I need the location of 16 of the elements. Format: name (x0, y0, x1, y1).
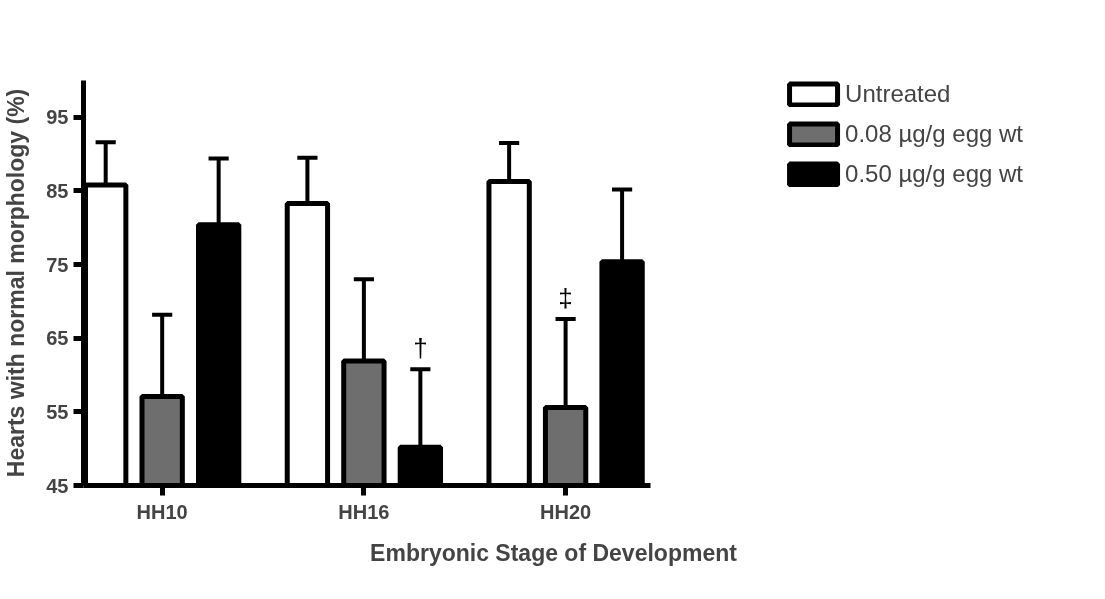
annotation: ‡ (558, 283, 573, 314)
x-axis-title: Embryonic Stage of Development (370, 539, 738, 566)
y-axis-title: Hearts with normal morphology (%) (3, 88, 30, 478)
y-tick-label: 85 (46, 179, 69, 202)
legend-label: 0.08 µg/g egg wt (845, 120, 1023, 148)
legend-label: Untreated (845, 80, 951, 108)
y-tick-label: 95 (46, 106, 69, 129)
x-tick-label: HH16 (338, 500, 390, 523)
annotation: † (413, 333, 428, 364)
x-tick-label: HH10 (136, 500, 188, 523)
x-tick-label: HH20 (540, 500, 592, 523)
y-tick-label: 55 (46, 400, 69, 423)
legend-label: 0.50 µg/g egg wt (845, 160, 1023, 188)
y-tick-label: 45 (46, 474, 69, 497)
y-tick-label: 75 (46, 253, 69, 276)
y-tick-label: 65 (46, 327, 69, 350)
